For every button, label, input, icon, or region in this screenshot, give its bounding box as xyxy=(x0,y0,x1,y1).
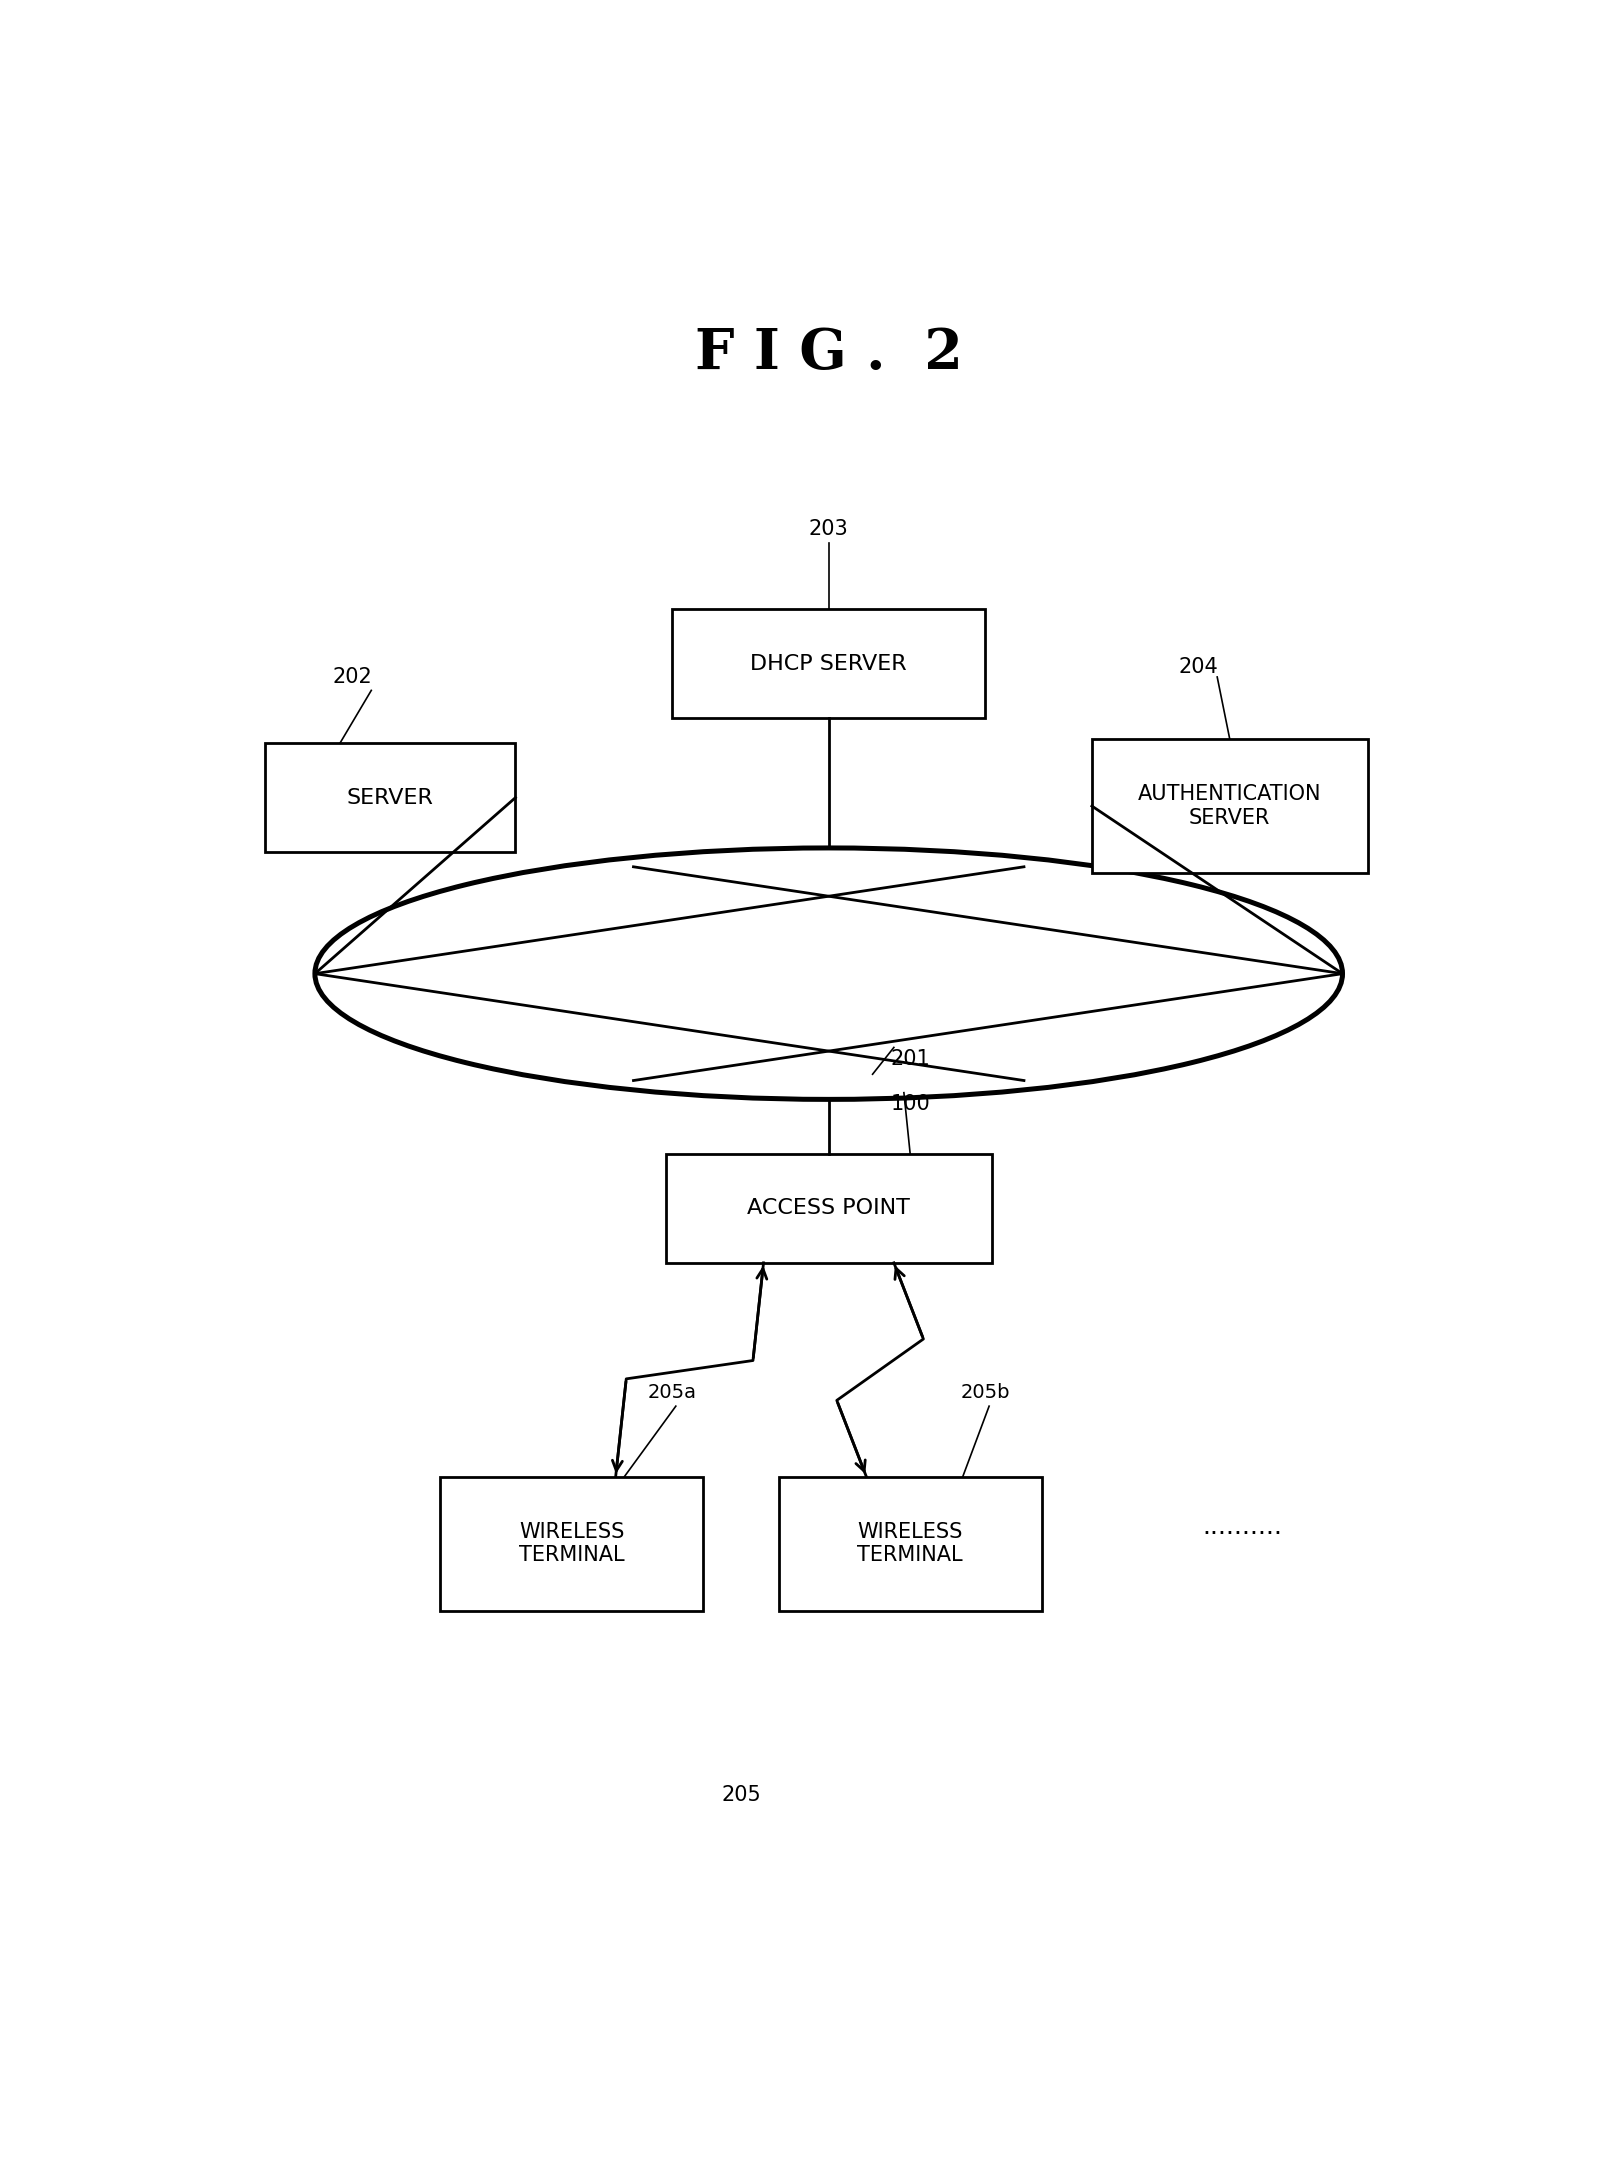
Text: 201: 201 xyxy=(891,1049,930,1069)
Text: 203: 203 xyxy=(808,520,849,540)
Text: 205a: 205a xyxy=(647,1382,697,1402)
Text: SERVER: SERVER xyxy=(346,788,433,808)
Text: F I G .  2: F I G . 2 xyxy=(695,327,962,381)
Text: WIRELESS
TERMINAL: WIRELESS TERMINAL xyxy=(857,1522,964,1565)
Text: 204: 204 xyxy=(1179,657,1218,677)
Text: 205: 205 xyxy=(721,1785,762,1805)
Text: 100: 100 xyxy=(891,1095,930,1115)
Text: ACCESS POINT: ACCESS POINT xyxy=(747,1197,910,1219)
Bar xyxy=(666,1154,991,1263)
Text: 205b: 205b xyxy=(960,1382,1011,1402)
Bar xyxy=(440,1476,703,1611)
Bar xyxy=(1091,738,1368,873)
Text: ..........: .......... xyxy=(1203,1515,1282,1539)
Text: DHCP SERVER: DHCP SERVER xyxy=(750,653,907,673)
Text: AUTHENTICATION
SERVER: AUTHENTICATION SERVER xyxy=(1138,784,1321,827)
Ellipse shape xyxy=(315,849,1342,1099)
Bar xyxy=(265,742,516,851)
Text: 202: 202 xyxy=(333,666,372,688)
Text: WIRELESS
TERMINAL: WIRELESS TERMINAL xyxy=(519,1522,624,1565)
Bar xyxy=(779,1476,1041,1611)
Bar xyxy=(673,610,985,718)
